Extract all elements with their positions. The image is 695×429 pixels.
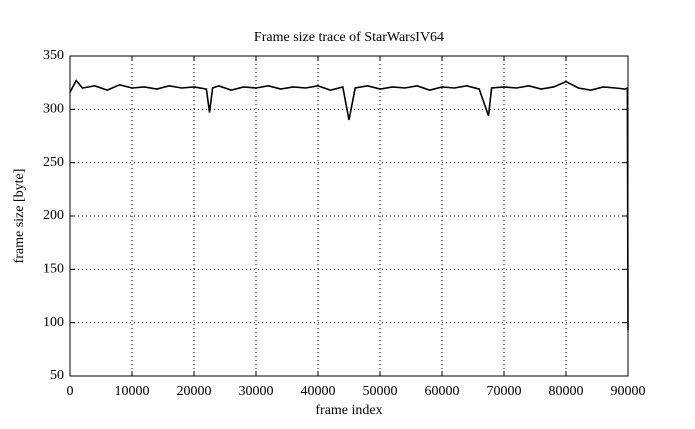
y-tick-label: 50 [50,368,64,383]
x-tick-label: 40000 [301,384,336,399]
x-tick-label: 70000 [487,384,522,399]
x-tick-label: 80000 [549,384,584,399]
x-tick-label: 60000 [425,384,460,399]
data-line [69,79,629,331]
y-tick-label: 100 [43,315,64,330]
y-tick-label: 250 [43,155,64,170]
x-tick-label: 90000 [611,384,646,399]
x-tick-label: 10000 [115,384,150,399]
x-tick-label: 50000 [363,384,398,399]
x-tick-label: 0 [67,384,74,399]
y-tick-label: 200 [43,208,64,223]
plot-frame [69,55,629,377]
y-tick-label: 150 [43,262,64,277]
y-axis-label: frame size [byte] [12,169,27,264]
x-tick-label: 30000 [239,384,274,399]
y-tick-label: 300 [43,102,64,117]
x-axis-label: frame index [315,403,382,418]
chart-title: Frame size trace of StarWarsIV64 [254,30,444,45]
x-tick-label: 20000 [177,384,212,399]
y-tick-label: 350 [43,48,64,63]
